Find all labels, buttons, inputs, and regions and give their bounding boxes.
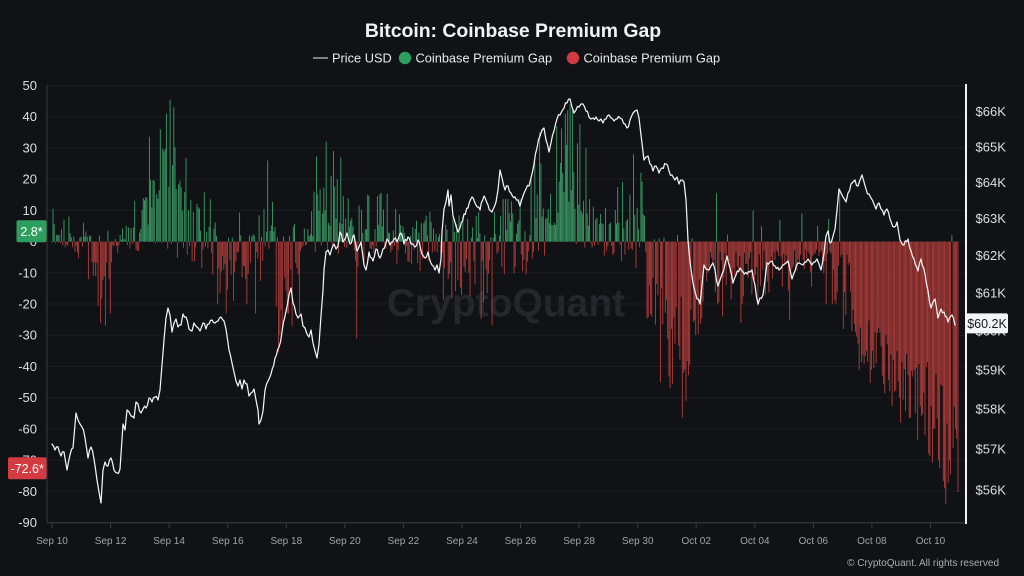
svg-text:Price USD: Price USD	[332, 51, 392, 66]
svg-text:Sep 26: Sep 26	[505, 536, 537, 547]
svg-text:30: 30	[23, 141, 37, 156]
svg-text:Oct 02: Oct 02	[681, 536, 711, 547]
svg-text:$57K: $57K	[976, 442, 1007, 457]
svg-text:$60.2K: $60.2K	[967, 317, 1007, 331]
svg-text:Oct 04: Oct 04	[740, 536, 770, 547]
svg-text:Sep 20: Sep 20	[329, 536, 361, 547]
svg-text:Sep 18: Sep 18	[270, 536, 302, 547]
svg-text:Sep 24: Sep 24	[446, 536, 478, 547]
svg-text:Coinbase Premium Gap: Coinbase Premium Gap	[416, 51, 553, 66]
svg-text:Bitcoin: Coinbase Premium Gap: Bitcoin: Coinbase Premium Gap	[365, 20, 661, 42]
svg-text:Sep 10: Sep 10	[36, 536, 68, 547]
svg-text:10: 10	[23, 203, 37, 218]
svg-text:$56K: $56K	[976, 483, 1007, 498]
svg-text:40: 40	[23, 109, 37, 124]
svg-text:-30: -30	[18, 328, 37, 343]
svg-text:Coinbase Premium Gap: Coinbase Premium Gap	[584, 51, 721, 66]
svg-text:$66K: $66K	[976, 104, 1007, 119]
svg-text:$64K: $64K	[976, 175, 1007, 190]
svg-text:-50: -50	[18, 390, 37, 405]
svg-text:$58K: $58K	[976, 402, 1007, 417]
svg-text:Oct 10: Oct 10	[916, 536, 946, 547]
svg-text:20: 20	[23, 172, 37, 187]
svg-text:$61K: $61K	[976, 286, 1007, 301]
svg-text:Sep 28: Sep 28	[563, 536, 595, 547]
svg-text:-72.6*: -72.6*	[11, 462, 44, 476]
svg-text:-80: -80	[18, 484, 37, 499]
svg-text:Oct 08: Oct 08	[857, 536, 887, 547]
svg-text:-10: -10	[18, 265, 37, 280]
svg-text:Sep 22: Sep 22	[388, 536, 420, 547]
svg-text:$65K: $65K	[976, 139, 1007, 154]
svg-text:-40: -40	[18, 359, 37, 374]
svg-text:-20: -20	[18, 297, 37, 312]
svg-text:-90: -90	[18, 515, 37, 530]
svg-text:$63K: $63K	[976, 211, 1007, 226]
svg-text:© CryptoQuant. All rights rese: © CryptoQuant. All rights reserved	[847, 558, 999, 569]
svg-text:Sep 16: Sep 16	[212, 536, 244, 547]
svg-text:-60: -60	[18, 421, 37, 436]
svg-text:$59K: $59K	[976, 362, 1007, 377]
svg-text:Oct 06: Oct 06	[799, 536, 829, 547]
svg-text:Sep 14: Sep 14	[153, 536, 185, 547]
svg-text:Sep 12: Sep 12	[95, 536, 127, 547]
svg-text:50: 50	[23, 78, 37, 93]
svg-text:$62K: $62K	[976, 248, 1007, 263]
svg-text:2.8*: 2.8*	[20, 225, 42, 239]
svg-text:Sep 30: Sep 30	[622, 536, 654, 547]
